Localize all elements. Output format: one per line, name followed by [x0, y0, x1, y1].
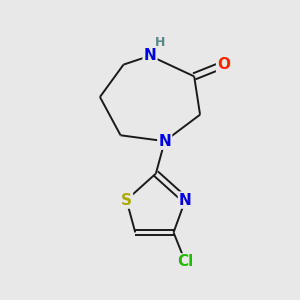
Text: O: O [217, 57, 230, 72]
Text: N: N [158, 134, 171, 149]
Text: H: H [155, 36, 166, 49]
Text: N: N [144, 48, 156, 63]
Text: Cl: Cl [177, 254, 194, 269]
Text: S: S [121, 193, 132, 208]
Text: N: N [179, 193, 192, 208]
